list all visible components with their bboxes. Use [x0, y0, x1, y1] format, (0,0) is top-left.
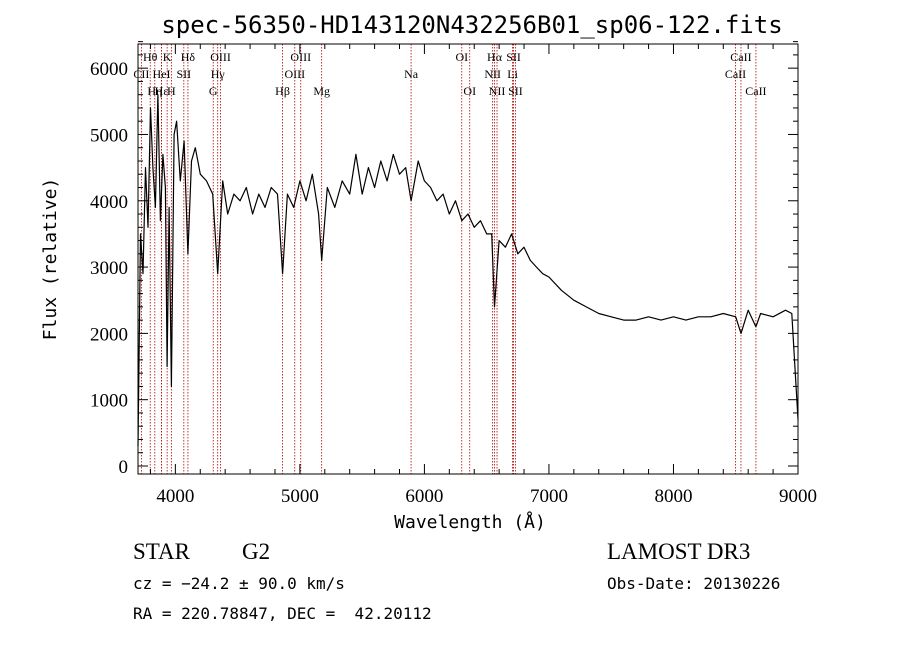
spectral-line-label: SII: [176, 67, 191, 81]
coordinates: RA = 220.78847, DEC = 42.20112: [133, 604, 432, 623]
redshift-readout: cz = −24.2 ± 90.0 km/s: [133, 574, 345, 593]
spectral-line-label: OI: [463, 84, 476, 98]
spectral-line-label: H: [167, 84, 176, 98]
x-tick-label: 4000: [156, 486, 194, 507]
y-tick-label: 0: [119, 457, 129, 478]
spectral-line-label: CaII: [730, 50, 751, 64]
spectral-line-label: K: [163, 50, 172, 64]
spectral-line-label: NII: [489, 84, 506, 98]
flux-line: [137, 94, 799, 447]
object-class: STAR: [133, 539, 190, 564]
spectral-line-label: Hγ: [211, 67, 226, 81]
x-tick-label: 6000: [405, 486, 443, 507]
spectral-line-label: Hη: [147, 84, 162, 98]
spectral-line-label: CaII: [725, 67, 746, 81]
spectral-line-label: SII: [506, 50, 521, 64]
spectral-line-label: OIII: [284, 67, 305, 81]
survey-name: LAMOST DR3: [607, 539, 751, 564]
spectral-line-label: Li: [507, 67, 518, 81]
x-tick-label: 7000: [530, 486, 568, 507]
obs-date: Obs-Date: 20130226: [607, 574, 781, 593]
x-tick-label: 5000: [281, 486, 319, 507]
spectral-line-label: OIII: [210, 50, 231, 64]
spectral-line-label: OIII: [290, 50, 311, 64]
y-axis-label: Flux (relative): [40, 178, 61, 341]
object-subclass: G2: [242, 539, 271, 564]
y-axis-ticks: 0 1000 2000 3000 4000 5000 6000: [90, 41, 798, 478]
y-tick-label: 2000: [90, 324, 128, 345]
y-tick-label: 1000: [90, 391, 128, 412]
y-tick-label: 5000: [90, 125, 128, 146]
spectral-line-label: G: [209, 84, 218, 98]
x-tick-label: 8000: [654, 486, 692, 507]
y-tick-label: 3000: [90, 258, 128, 279]
spectral-line-label: NII: [484, 67, 501, 81]
chart-title: spec-56350-HD143120N432256B01_sp06-122.f…: [161, 11, 782, 39]
plot-frame: [137, 43, 799, 475]
flux-series: [137, 94, 799, 447]
spectral-line-label: CaII: [745, 84, 766, 98]
spectral-line-label: Mg: [313, 84, 330, 98]
x-axis-ticks: 4000 5000 6000 7000 8000 9000: [149, 44, 817, 507]
spectral-line-label: Hα: [487, 50, 503, 64]
spectral-line-label: Na: [404, 67, 419, 81]
spectral-line-label: HeI: [153, 67, 171, 81]
y-tick-label: 6000: [90, 59, 128, 80]
spectral-line-label: SII: [508, 84, 523, 98]
y-tick-label: 4000: [90, 192, 128, 213]
spectral-line-label: OI: [455, 50, 468, 64]
spectral-line-markers: [140, 44, 757, 474]
x-tick-label: 9000: [779, 486, 817, 507]
spectral-line-label: Hδ: [181, 50, 196, 64]
x-axis-label: Wavelength (Å): [394, 511, 546, 533]
spectral-line-label: CII: [133, 67, 149, 81]
spectral-line-label: Hθ: [143, 50, 158, 64]
spectral-line-label: Hβ: [275, 84, 290, 98]
